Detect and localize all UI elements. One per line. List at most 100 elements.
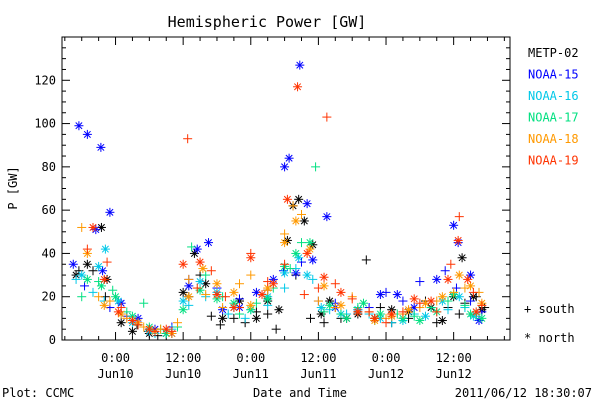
north-point [82, 259, 92, 269]
symbol-legend: + south * north [524, 302, 575, 345]
north-point [74, 121, 84, 131]
north-point [195, 277, 205, 287]
north-point [263, 294, 273, 304]
north-point [195, 257, 205, 267]
north-point [409, 294, 419, 304]
north-point [415, 316, 425, 326]
south-point [240, 313, 250, 323]
south-point [409, 311, 419, 321]
south-point [94, 292, 104, 302]
legend-entry: NOAA-16 [528, 89, 579, 103]
north-point [437, 292, 447, 302]
north-point [319, 281, 329, 291]
north-point [218, 313, 228, 323]
north-point [299, 216, 309, 226]
north-point [432, 274, 442, 284]
south-point [88, 287, 98, 297]
north-point [457, 253, 467, 263]
south-point [235, 279, 245, 289]
north-point [477, 313, 487, 323]
north-point [178, 259, 188, 269]
north-point [178, 287, 188, 297]
north-point [96, 281, 106, 291]
north-point [302, 270, 312, 280]
south-point [183, 134, 193, 144]
north-point [358, 298, 368, 308]
south-point [223, 309, 233, 319]
south-point [218, 303, 228, 313]
symbol-legend-entry: + south [524, 302, 575, 316]
north-point [105, 207, 115, 217]
north-point [94, 261, 104, 271]
south-point [105, 296, 115, 306]
north-point [325, 300, 335, 310]
x-axis: 0:00 Jun10 12:00 Jun10 0:00 Jun11 12:00 Jun11 0:… [64, 37, 505, 381]
north-point [178, 305, 188, 315]
x-tick-date-label: Jun12 [368, 367, 404, 381]
south-point [313, 283, 323, 293]
x-tick-time-label: 12:00 [165, 351, 201, 365]
north-point [453, 235, 463, 245]
south-point [322, 112, 332, 122]
north-point [82, 274, 92, 284]
north-point [88, 222, 98, 232]
south-point [263, 309, 273, 319]
south-point [82, 244, 92, 254]
y-axis-label: P [GW] [6, 166, 20, 209]
north-point [280, 238, 290, 248]
north-point [280, 162, 290, 172]
north-point [192, 244, 202, 254]
north-point [295, 60, 305, 70]
north-point [449, 220, 459, 230]
north-point [161, 324, 171, 334]
north-point [127, 316, 137, 326]
north-point [463, 274, 473, 284]
south-point [206, 311, 216, 321]
north-point [274, 305, 284, 315]
north-point [353, 307, 363, 317]
south-point [443, 305, 453, 315]
north-point [336, 287, 346, 297]
south-point [192, 283, 202, 293]
south-point [319, 307, 329, 317]
north-point [96, 142, 106, 152]
south-point [88, 266, 98, 276]
south-point [398, 307, 408, 317]
legend-entry: NOAA-19 [528, 154, 579, 168]
north-point [204, 238, 214, 248]
y-tick-label: 120 [34, 73, 56, 87]
north-point [229, 303, 239, 313]
south-point [477, 300, 487, 310]
north-point [68, 259, 78, 269]
north-point [99, 274, 109, 284]
north-point [257, 290, 267, 300]
south-point [184, 300, 194, 310]
south-point [206, 266, 216, 276]
north-point [184, 292, 194, 302]
south-point [361, 255, 371, 265]
y-tick-label: 0 [49, 333, 56, 347]
south-point [440, 266, 450, 276]
south-point [449, 287, 459, 297]
south-point [173, 318, 183, 328]
north-point [471, 307, 481, 317]
south-point [468, 287, 478, 297]
north-point [294, 194, 304, 204]
north-point [127, 326, 137, 336]
y-tick-label: 80 [42, 160, 56, 174]
x-tick-time-label: 0:00 [101, 351, 130, 365]
north-point [437, 316, 447, 326]
south-point [271, 324, 281, 334]
south-point [133, 320, 143, 330]
south-point [347, 294, 357, 304]
data-points [68, 60, 490, 341]
plot-timestamp: 2011/06/12 18:30:07 [455, 386, 592, 400]
south-point [466, 296, 476, 306]
north-point [77, 270, 87, 280]
y-axis: 0 20 40 60 80 100 120 [34, 36, 510, 347]
south-point [336, 309, 346, 319]
legend-entry: NOAA-18 [528, 132, 579, 146]
north-point [246, 253, 256, 263]
south-point [415, 277, 425, 287]
y-tick-label: 40 [42, 246, 56, 260]
